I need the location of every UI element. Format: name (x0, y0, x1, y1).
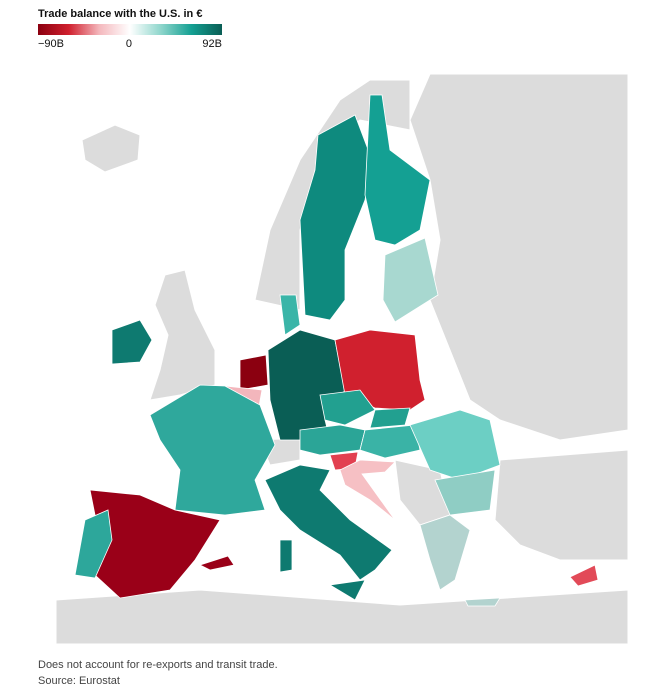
land (409, 73, 629, 441)
country (299, 114, 373, 321)
land (254, 79, 411, 311)
country (419, 514, 501, 607)
tick-label: 0 (126, 38, 132, 50)
country (111, 319, 153, 365)
land (149, 269, 216, 401)
country (299, 424, 366, 456)
country (319, 389, 411, 429)
source: Source: Eurostat (38, 675, 120, 685)
title: Trade balance with the U.S. in € (38, 8, 202, 20)
country (382, 237, 439, 323)
country (279, 294, 301, 336)
country (264, 464, 393, 601)
country (434, 469, 496, 516)
country (359, 424, 421, 459)
note: Does not account for re-exports and tran… (38, 659, 278, 671)
tick-label: −90B (38, 38, 64, 50)
country (74, 509, 113, 579)
country (569, 564, 599, 587)
country (364, 94, 431, 246)
country (149, 384, 276, 516)
tick-label: 92B (202, 38, 222, 50)
country (339, 459, 396, 521)
land (81, 124, 141, 173)
land (494, 449, 629, 561)
country (239, 354, 269, 391)
map (55, 73, 629, 645)
country (409, 409, 501, 481)
country (198, 555, 235, 571)
color-bar (38, 24, 222, 35)
